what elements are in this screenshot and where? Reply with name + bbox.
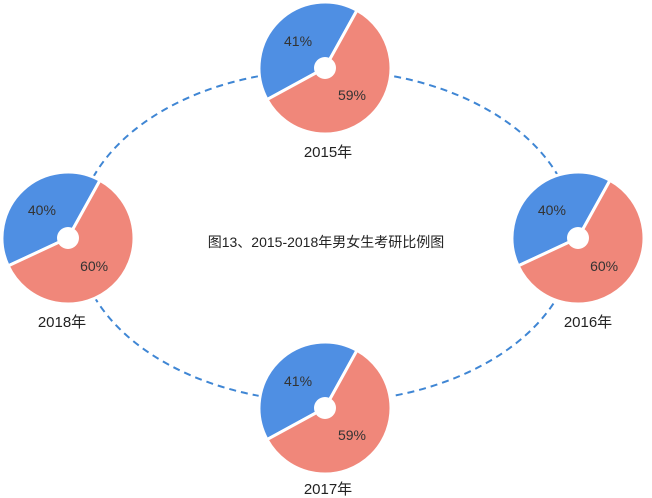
pie-2017-slice-0 — [257, 340, 360, 442]
pie-2016: 40% 60% 2016年 — [510, 170, 646, 331]
pie-2017: 41% 59% 2017年 — [257, 340, 393, 498]
pie-2015-slice-0-label: 41% — [284, 33, 312, 49]
pie-2018-slice-0-label: 40% — [28, 202, 56, 218]
pie-2016-slice-0 — [510, 170, 613, 268]
pie-2015-slice-0 — [257, 0, 360, 102]
pie-2017-year-label: 2017年 — [304, 481, 352, 498]
pie-2016-year-label: 2016年 — [564, 314, 612, 331]
pie-2018: 40% 60% 2018年 — [0, 170, 136, 331]
pie-2018-slice-1-label: 60% — [80, 258, 108, 274]
pie-2016-slice-1-label: 60% — [590, 258, 618, 274]
pie-2016-center-hole — [567, 227, 589, 249]
pie-2018-center-hole — [57, 227, 79, 249]
pie-2017-center-hole — [314, 397, 336, 419]
pie-2018-year-label: 2018年 — [38, 314, 86, 331]
pie-2015-year-label: 2015年 — [304, 144, 352, 161]
chart-title: 图13、2015-2018年男女生考研比例图 — [208, 234, 445, 250]
pie-2017-slice-1-label: 59% — [338, 427, 366, 443]
pie-2015-center-hole — [314, 57, 336, 79]
pie-2017-slice-0-label: 41% — [284, 373, 312, 389]
pie-2016-slice-0-label: 40% — [538, 202, 566, 218]
pie-2015-slice-1-label: 59% — [338, 87, 366, 103]
pie-2015: 41% 59% 2015年 — [257, 0, 393, 161]
pie-2018-slice-0 — [0, 170, 103, 268]
